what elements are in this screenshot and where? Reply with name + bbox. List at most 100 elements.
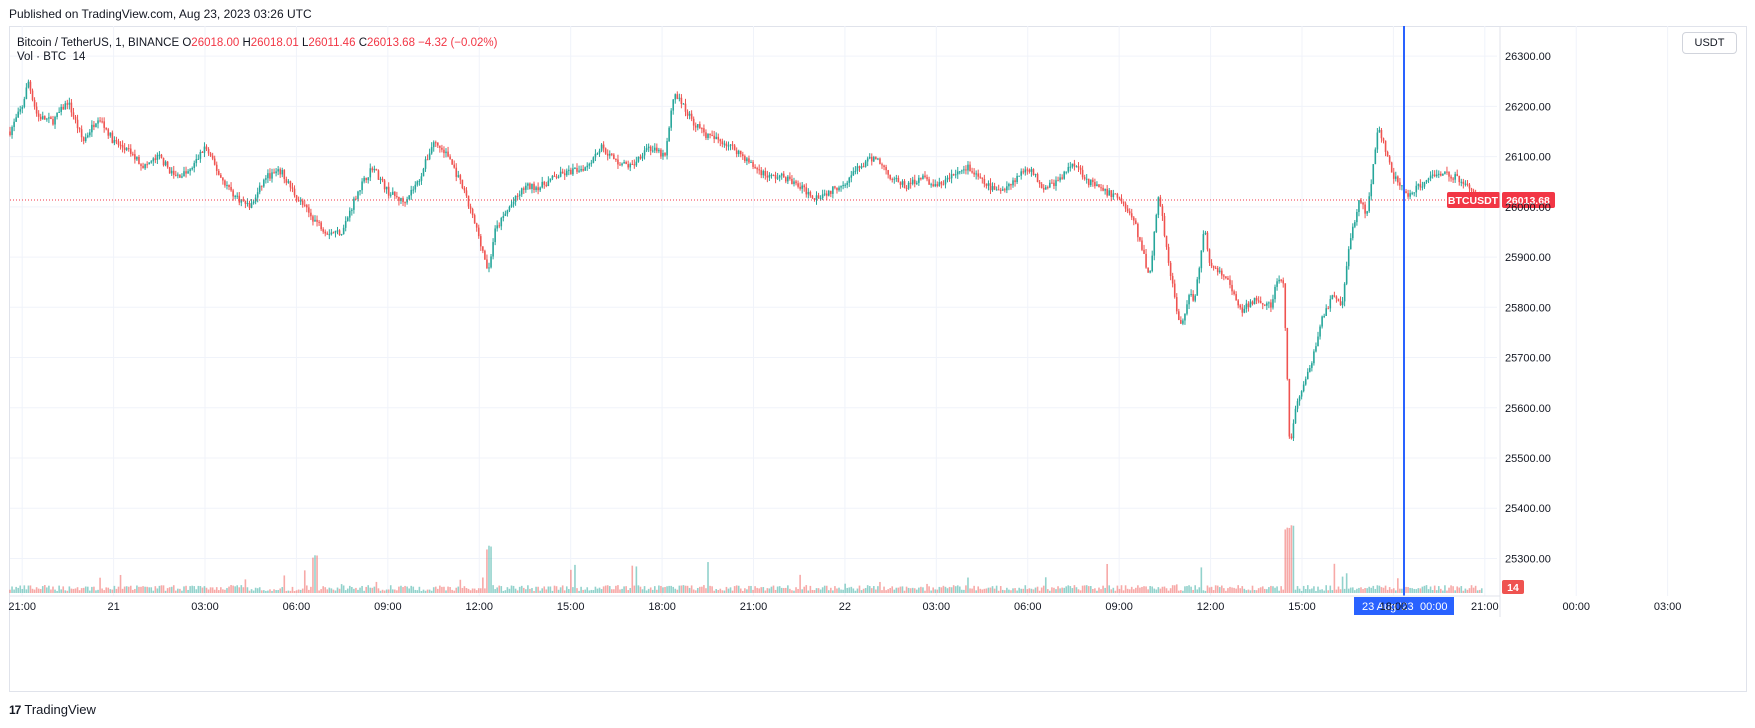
volume-bar (70, 588, 73, 593)
candle-body (576, 168, 578, 172)
candle-body (660, 149, 662, 157)
candle-body (860, 166, 863, 168)
volume-bar (48, 585, 50, 593)
volume-bar (889, 587, 891, 593)
candle-body (1200, 250, 1203, 269)
candle-body (301, 200, 304, 205)
grid-lines (10, 26, 1669, 596)
candle-body (1032, 169, 1035, 175)
candle-body (1141, 240, 1143, 250)
volume-bar (928, 586, 930, 593)
candle-body (1212, 265, 1215, 268)
volume-bar (1272, 586, 1274, 593)
candle-body (668, 127, 670, 142)
volume-bar (1022, 588, 1025, 593)
volume-bar (1161, 586, 1164, 593)
candle-body (926, 177, 928, 180)
volume-bar (439, 585, 441, 593)
volume-bar (1081, 585, 1084, 593)
volume-bar (1065, 586, 1068, 593)
candle-body (963, 169, 965, 171)
candle-body (760, 170, 763, 176)
candle-body (383, 180, 386, 190)
candle-body (797, 183, 799, 187)
volume-bar (220, 587, 222, 593)
volume-bar (246, 587, 249, 593)
candle-body (1231, 284, 1233, 292)
volume-bar (348, 585, 351, 593)
candle-body (109, 132, 112, 136)
candle-body (918, 177, 920, 183)
volume-bar (391, 589, 394, 593)
currency-button[interactable]: USDT (1682, 32, 1737, 54)
volume-bar (154, 586, 157, 593)
volume-bar (801, 589, 803, 593)
candle-body (879, 158, 881, 165)
volume-bar (1476, 590, 1479, 593)
candle-body (1362, 202, 1364, 205)
candle-body (1253, 297, 1256, 305)
candle-body (842, 184, 844, 187)
candle-body (995, 189, 998, 191)
volume-bar (510, 585, 513, 593)
volume-bar (570, 569, 572, 593)
candle-body (897, 177, 900, 183)
volume-bar (883, 586, 885, 593)
candle-body (993, 186, 996, 190)
candle-body (410, 189, 413, 196)
candle-body (527, 183, 529, 186)
volume-bar (461, 587, 464, 593)
candle-body (418, 180, 421, 182)
candle-body (197, 158, 200, 160)
price-tick-label: 25500.00 (1505, 453, 1551, 465)
volume-bar (660, 585, 662, 593)
volume-bar (813, 590, 816, 593)
candle-body (1104, 188, 1106, 191)
volume-bar (766, 588, 769, 593)
tradingview-footer[interactable]: 17 TradingView (9, 702, 96, 717)
candle-body (893, 178, 896, 180)
volume-bar (780, 587, 783, 593)
volume-bar (1337, 586, 1340, 593)
volume-bar (213, 589, 216, 593)
candle-body (731, 144, 734, 146)
volume-bar (899, 586, 902, 593)
candle-body (711, 135, 713, 137)
candle-body (1237, 300, 1239, 306)
candle-body (590, 162, 593, 164)
candle-body (351, 209, 353, 211)
volume-bar (1130, 586, 1133, 593)
volume-bar (1462, 590, 1465, 593)
candle-body (1010, 183, 1012, 186)
volume-bar (373, 586, 376, 593)
legend-open: 26018.00 (191, 37, 240, 49)
volume-bar (1098, 587, 1100, 593)
volume-bar (330, 588, 333, 593)
volume-bar (1450, 585, 1452, 593)
volume-bar (985, 588, 988, 593)
candle-body (211, 155, 214, 159)
volume-bar (658, 585, 660, 593)
candle-body (295, 195, 298, 200)
volume-bar (1302, 585, 1305, 593)
candle-body (426, 159, 429, 161)
volume-bar (1118, 588, 1121, 593)
candle-body (406, 199, 408, 203)
candle-body (1421, 186, 1424, 188)
volume-bar (428, 589, 431, 593)
candle-body (91, 124, 93, 133)
volume-bar (541, 588, 544, 593)
candle-body (132, 153, 134, 155)
candle-body (948, 177, 951, 179)
candle-body (539, 187, 541, 191)
volume-bar (365, 586, 367, 593)
volume-bar (285, 590, 288, 593)
volume-bar (342, 585, 345, 593)
candle-body (117, 141, 120, 145)
candle-body (1085, 178, 1088, 180)
candle-body (555, 176, 558, 178)
candle-body (956, 171, 959, 175)
volume-bar (1241, 586, 1244, 593)
candle-body (361, 181, 363, 191)
